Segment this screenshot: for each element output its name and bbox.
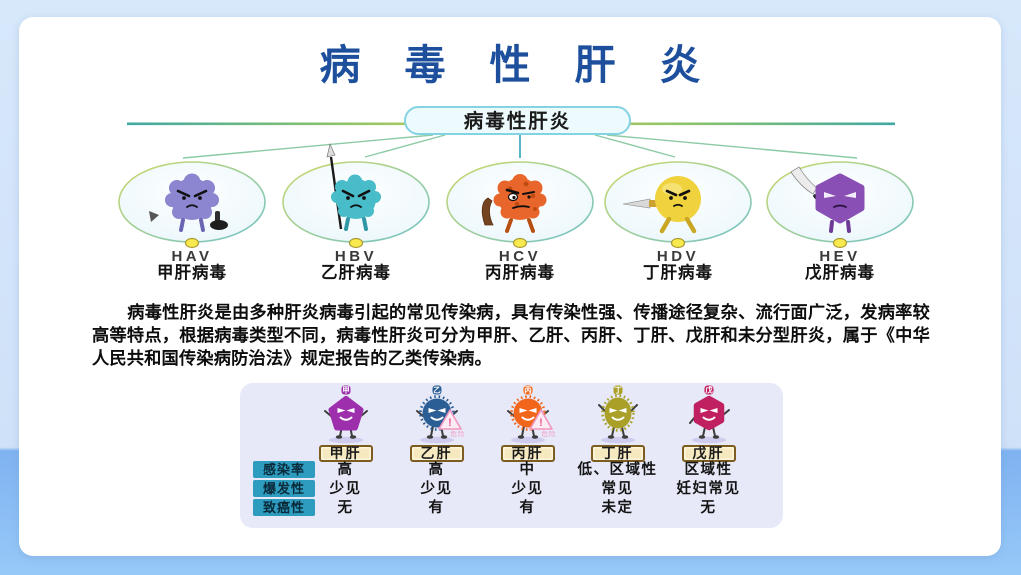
svg-text:!: ! <box>539 417 543 429</box>
diagram-node-hdv: HDV 丁肝病毒 <box>604 161 752 282</box>
comparison-table-panel: 感染率 爆发性 致癌性 甲 甲肝 高 少见 无 <box>240 383 783 528</box>
cell-outbreak-hep-c: 少见 <box>511 481 544 497</box>
cell-outbreak-hep-e: 妊妇常见 <box>676 481 741 497</box>
hev-virus-icon <box>790 166 865 233</box>
hav-name-label: 甲肝病毒 <box>157 262 227 282</box>
diagram-node-hcv: HCV 丙肝病毒 <box>446 161 594 282</box>
cell-outbreak-hep-d: 常见 <box>601 481 634 497</box>
hep-b-virus-icon: 乙 ! 危险 <box>415 385 465 444</box>
row-header-outbreak: 爆发性 <box>253 480 315 497</box>
hbv-abbr-label: HBV <box>335 248 377 265</box>
hcv-virus-icon <box>481 174 547 233</box>
virus-name-box-hep-a: 甲肝 <box>300 445 391 462</box>
branch-lines <box>182 134 858 159</box>
virus-name-box-hep-c: 丙肝 <box>482 445 573 462</box>
hcv-abbr-label: HCV <box>499 248 541 265</box>
cell-infection-rate-hep-e: 区域性 <box>684 462 733 478</box>
root-node-label: 病毒性肝炎 <box>464 110 572 133</box>
cell-outbreak-hep-b: 少见 <box>420 481 453 497</box>
cell-carcinogenic-hep-a: 无 <box>337 500 354 516</box>
hdv-abbr-label: HDV <box>657 248 699 265</box>
root-node-box <box>404 106 631 135</box>
table-column-hep-c: 丙 ! 危险 丙肝 中 少见 有 <box>482 383 573 518</box>
slide-title: 病毒性肝炎 <box>319 42 745 88</box>
hbv-name-label: 乙肝病毒 <box>321 262 391 282</box>
table-column-hep-b: 乙 ! 危险 乙肝 高 少见 有 <box>391 383 482 518</box>
hep-d-virus-icon: 丁 <box>597 385 638 444</box>
slide-card: 病毒性肝炎 病毒性肝炎 <box>19 17 1001 556</box>
hdv-name-label: 丁肝病毒 <box>643 262 713 282</box>
hav-abbr-label: HAV <box>171 248 212 265</box>
cell-carcinogenic-hep-d: 未定 <box>601 500 634 516</box>
svg-text:戊: 戊 <box>705 385 713 395</box>
diagram-node-hev: HEV 戊肝病毒 <box>766 161 914 282</box>
row-header-carcinogenic: 致癌性 <box>253 499 315 516</box>
hev-node-dot <box>832 237 848 249</box>
hcv-name-label: 丙肝病毒 <box>485 262 555 282</box>
row-header-infection-rate: 感染率 <box>253 461 315 478</box>
cell-carcinogenic-hep-b: 有 <box>428 500 445 516</box>
cell-infection-rate-hep-c: 中 <box>519 462 536 478</box>
diagram-node-hbv: HBV 乙肝病毒 <box>282 143 430 282</box>
hev-name-label: 戊肝病毒 <box>805 262 875 282</box>
hev-abbr-label: HEV <box>819 248 860 265</box>
svg-text:丁: 丁 <box>614 386 622 395</box>
virus-name-box-hep-d: 丁肝 <box>572 445 663 462</box>
table-column-hep-d: 丁 丁肝 低、区域性 常见 未定 <box>572 383 663 518</box>
svg-text:危险: 危险 <box>541 429 556 438</box>
hav-node-dot <box>184 237 200 249</box>
virus-name-box-hep-b: 乙肝 <box>391 445 482 462</box>
cell-carcinogenic-hep-e: 无 <box>700 500 717 516</box>
svg-text:危险: 危险 <box>450 429 465 438</box>
hdv-node-dot <box>670 237 686 249</box>
cell-outbreak-hep-a: 少见 <box>329 481 362 497</box>
cell-infection-rate-hep-b: 高 <box>428 462 445 478</box>
cell-infection-rate-hep-a: 高 <box>337 462 354 478</box>
diagram-node-hav: HAV 甲肝病毒 <box>118 161 266 282</box>
hav-virus-icon <box>149 173 228 232</box>
danger-warning-icon: ! 危险 <box>437 409 465 438</box>
svg-text:乙: 乙 <box>433 386 441 395</box>
danger-warning-icon: ! 危险 <box>528 409 556 438</box>
svg-text:!: ! <box>448 417 452 429</box>
hcv-node-dot <box>512 237 528 249</box>
hbv-virus-icon <box>326 143 381 231</box>
table-column-hep-e: 戊 戊肝 区域性 妊妇常见 无 <box>663 383 754 518</box>
svg-text:丙: 丙 <box>524 386 532 395</box>
virus-name-box-hep-e: 戊肝 <box>663 445 754 462</box>
intro-paragraph: 病毒性肝炎是由多种肝炎病毒引起的常见传染病，具有传染性强、传播途径复杂、流行面广… <box>92 303 930 369</box>
svg-text:甲: 甲 <box>342 386 350 395</box>
hep-c-virus-icon: 丙 ! 危险 <box>506 385 556 444</box>
table-column-hep-a: 甲 甲肝 高 少见 无 <box>300 383 391 518</box>
hbv-node-dot <box>348 237 364 249</box>
cell-infection-rate-hep-d: 低、区域性 <box>577 462 658 478</box>
cell-carcinogenic-hep-c: 有 <box>519 500 536 516</box>
hepatitis-types-diagram: 病毒性肝炎 HAV 甲肝病毒 <box>118 106 914 282</box>
hep-a-virus-icon: 甲 <box>323 385 368 444</box>
hep-e-virus-icon: 戊 <box>688 385 730 444</box>
hdv-virus-icon <box>622 176 701 234</box>
